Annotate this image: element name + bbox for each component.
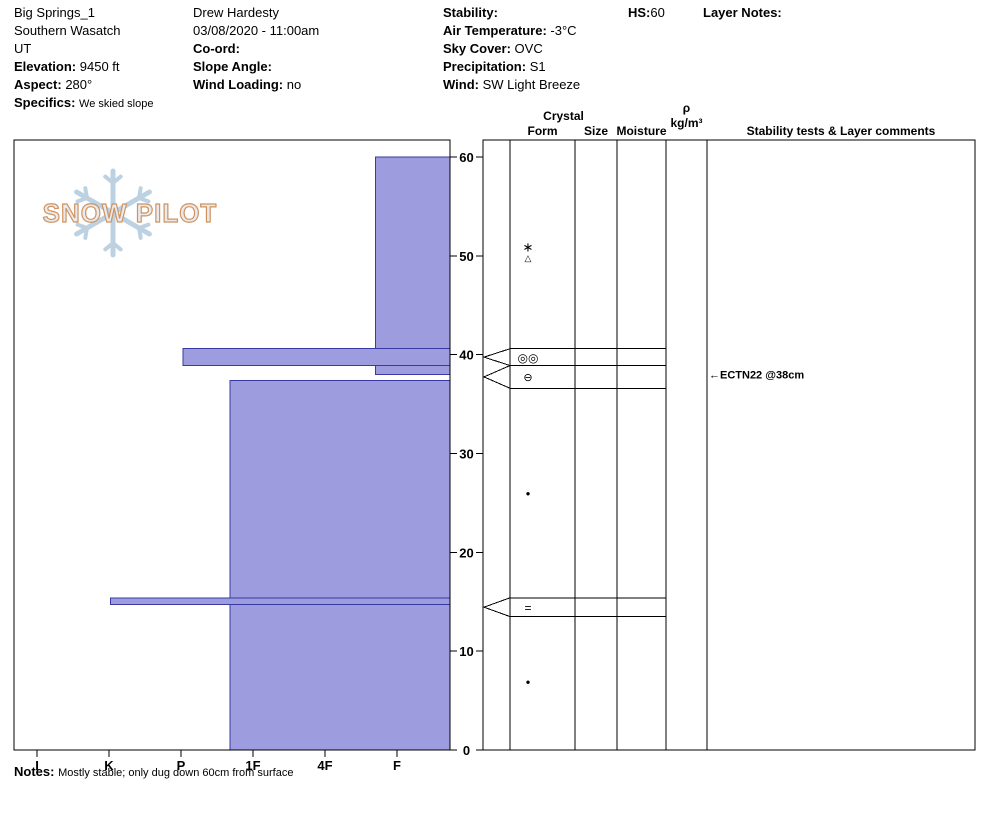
notes-row: Notes: Mostly stable; only dug down 60cm… (14, 764, 293, 781)
pit-name: Big Springs_1 (14, 5, 95, 20)
air-temp-value: -3°C (550, 23, 577, 38)
grain-form-symbol: ● (526, 489, 531, 498)
depth-axis-label: 30 (459, 447, 473, 462)
wind-loading-label: Wind Loading: (193, 77, 284, 92)
layer-notes-label: Layer Notes: (703, 5, 782, 20)
wind-loading-value: no (286, 77, 302, 92)
crystal-header: Crystal (543, 109, 584, 123)
snow-layer-bar (374, 365, 451, 375)
snow-layer-bar (109, 597, 451, 606)
layer-wedge-marker (482, 348, 511, 367)
slope-angle-row: Slope Angle: (193, 59, 272, 75)
layer-wedge-marker (482, 597, 511, 618)
wind-row: Wind: SW Light Breeze (443, 77, 580, 93)
air-temp-row: Air Temperature: -3°C (443, 23, 577, 39)
hardness-axis-label: 1F (245, 758, 260, 773)
slope-angle-label: Slope Angle: (193, 59, 272, 74)
observation-datetime: 03/08/2020 - 11:00am (193, 23, 320, 38)
pit-state: UT (14, 41, 32, 56)
density-units-header: kg/m³ (670, 116, 703, 130)
snowflake-icon (74, 168, 152, 258)
hardness-axis-label: F (393, 758, 401, 773)
air-temp-label: Air Temperature: (443, 23, 547, 38)
sky-cover-row: Sky Cover: OVC (443, 41, 543, 57)
depth-axis-label: 0 (463, 743, 470, 758)
sky-cover-label: Sky Cover: (443, 41, 511, 56)
hardness-axis-label: 4F (317, 758, 332, 773)
depth-axis-label: 60 (459, 150, 473, 165)
hs-row: HS:60 (628, 5, 665, 21)
specifics-value: We skied slope (79, 98, 154, 110)
depth-axis-label: 50 (459, 249, 473, 264)
hardness-chart-frame (13, 139, 451, 751)
size-header: Size (583, 124, 608, 138)
coord-label: Co-ord: (193, 41, 240, 56)
stability-test-annotation: ←ECTN22 @38cm (709, 369, 804, 381)
hardness-axis-label: P (177, 758, 186, 773)
elevation-value: 9450 ft (79, 59, 120, 74)
wind-label: Wind: (443, 77, 479, 92)
coord-row: Co-ord: (193, 41, 240, 57)
density-header: ρ (682, 101, 691, 115)
depth-axis-label: 10 (459, 644, 473, 659)
pit-region: Southern Wasatch (14, 23, 121, 38)
depth-axis-label: 40 (459, 348, 473, 363)
snowpilot-watermark: SNOW PILOT (30, 165, 230, 265)
layer-notes-row: Layer Notes: (703, 5, 782, 21)
grain-form-symbol: △ (525, 253, 532, 263)
precip-value: S1 (529, 59, 546, 74)
elevation-label: Elevation: (14, 59, 77, 74)
stability-row: Stability: (443, 5, 498, 21)
snow-layer-bar (182, 348, 451, 367)
observer-name: Drew Hardesty (193, 5, 279, 20)
layer-wedge-marker (482, 364, 511, 390)
comments-header: Stability tests & Layer comments (746, 124, 936, 138)
grain-form-symbol: = (524, 601, 531, 615)
watermark-text: SNOW PILOT (42, 197, 218, 228)
precip-row: Precipitation: S1 (443, 59, 546, 75)
wind-value: SW Light Breeze (482, 77, 581, 92)
notes-text: Mostly stable; only dug down 60cm from s… (58, 767, 294, 779)
snow-layer-bar (229, 604, 451, 751)
form-header: Form (527, 124, 558, 138)
snow-layer-bar (229, 379, 451, 599)
hs-value: 60 (650, 5, 665, 20)
specifics-label: Specifics: (14, 95, 76, 110)
grain-form-symbol: ∗ (523, 239, 534, 254)
hardness-axis-label: K (104, 758, 114, 773)
hardness-axis-label: I (35, 758, 39, 773)
precip-label: Precipitation: (443, 59, 527, 74)
specifics-row: Specifics: We skied slope (14, 95, 153, 112)
stability-label: Stability: (443, 5, 498, 20)
grain-form-symbol: ● (526, 678, 531, 687)
aspect-value: 280° (65, 77, 93, 92)
grain-form-symbol: ◎◎ (518, 351, 539, 365)
depth-axis-label: 20 (459, 545, 473, 560)
moisture-header: Moisture (616, 124, 667, 138)
wind-loading-row: Wind Loading: no (193, 77, 301, 93)
sky-cover-value: OVC (514, 41, 543, 56)
notes-label: Notes: (14, 764, 55, 779)
aspect-label: Aspect: (14, 77, 62, 92)
aspect-row: Aspect: 280° (14, 77, 92, 93)
grain-form-symbol: ⊖ (523, 372, 532, 384)
elevation-row: Elevation: 9450 ft (14, 59, 120, 75)
snow-layer-bar (374, 156, 451, 350)
layer-table-frame (482, 139, 976, 751)
hs-label: HS: (628, 5, 651, 20)
